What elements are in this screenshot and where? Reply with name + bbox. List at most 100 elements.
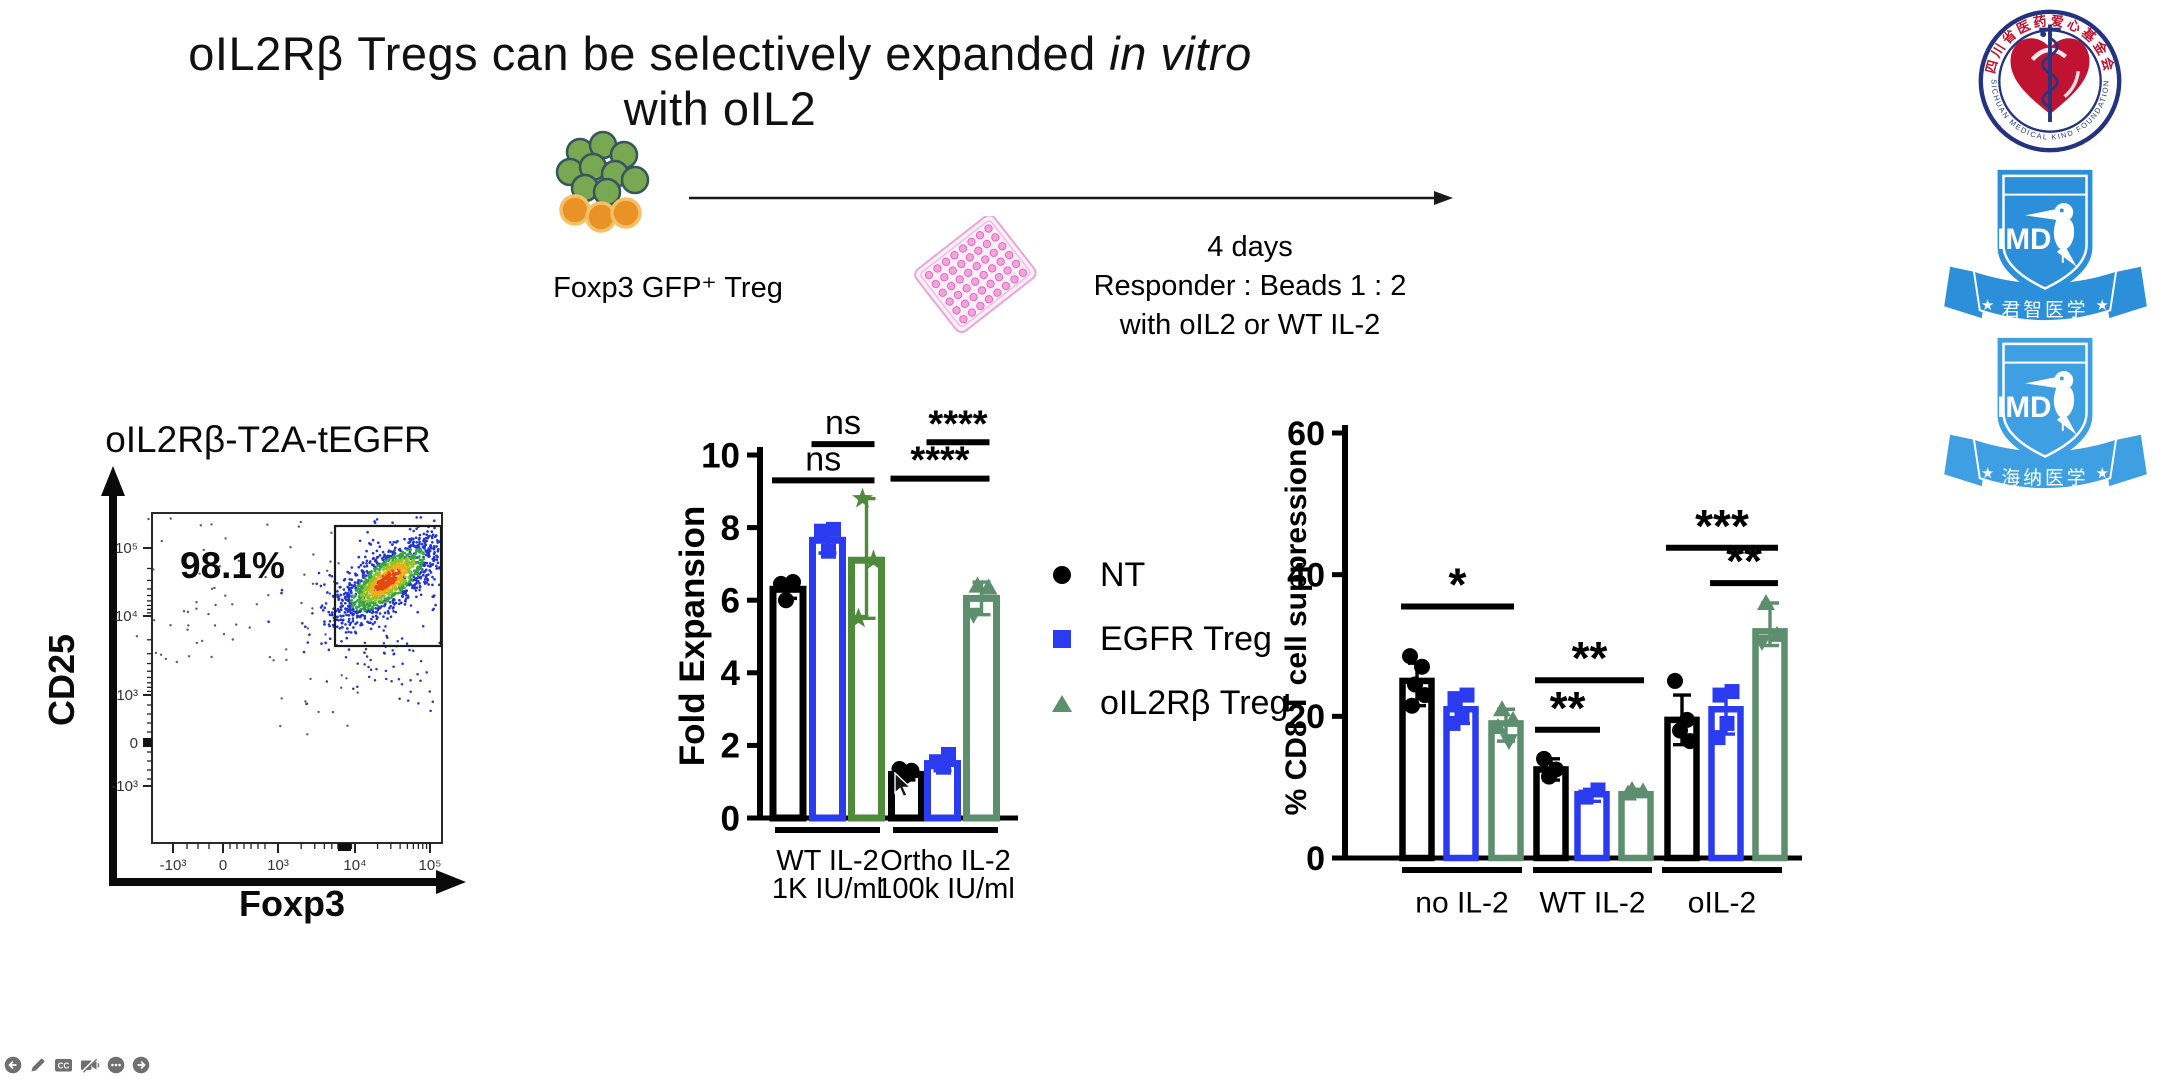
svg-text:*: *	[1449, 559, 1467, 611]
square-marker-icon	[1052, 630, 1072, 648]
bar	[1618, 791, 1654, 862]
foundation-staff-snake-icon	[2039, 24, 2061, 122]
svg-text:**: **	[1550, 682, 1586, 734]
banner-text: 海纳医学	[2002, 467, 2089, 488]
protocol-condition: with oIL2 or WT IL-2	[1119, 309, 1381, 341]
circle-marker-icon	[1052, 566, 1072, 584]
flow-scatter-points	[135, 516, 442, 736]
category-sublabel: 100k IU/ml	[876, 873, 1015, 905]
banner-star-icon: ★	[1981, 466, 1994, 482]
title-italic-segment: in vitro	[1109, 27, 1252, 80]
protocol-text: 4 days Responder : Beads 1 : 2 with oIL2…	[1040, 228, 1460, 345]
cd8-suppression-chart: 0 20 40 60% CD8 T cell suppression no IL-2 WT…	[1280, 415, 1802, 920]
imd-abbreviation: IMD	[1997, 223, 2051, 256]
category-label: no IL-2	[1415, 887, 1508, 920]
flow-y-label: CD25	[41, 634, 82, 726]
closed-captions-button[interactable]: CC	[54, 1056, 73, 1074]
bar	[1488, 720, 1524, 862]
series-oil2r-treg	[1488, 594, 1788, 862]
flow-x-tick-label: 0	[219, 857, 227, 874]
svg-text:**: **	[1572, 632, 1608, 684]
fold-expansion-chart: 0 2 4 6 8 10 Fold Expansion WT IL-21K IU/mlOrth…	[673, 403, 1018, 905]
imd-abbreviation: IMD	[1997, 391, 2051, 424]
protocol-ratio: Responder : Beads 1 : 2	[1093, 270, 1407, 302]
category-label: oIL-2	[1688, 887, 1756, 920]
flow-x-tick-label: -10³	[160, 857, 187, 874]
category-label: WT IL-2	[776, 845, 879, 877]
shield-body	[1997, 337, 2093, 465]
y-tick-label: 10	[701, 436, 740, 475]
back-button[interactable]	[4, 1056, 22, 1074]
imd-logo-top: IMD ★ ★ 君智医学	[1944, 169, 2147, 323]
flow-y-tick-label: 10⁴	[115, 608, 138, 625]
significance-annotation: ****	[890, 440, 990, 482]
series-nt	[1399, 648, 1700, 862]
y-tick-label: 40	[1287, 557, 1325, 595]
banner-star-icon: ★	[2096, 298, 2109, 314]
y-axis-label: % CD8 T cell suppression	[1280, 449, 1313, 816]
significance-annotation: *	[1401, 559, 1514, 611]
significance-annotation: **	[1535, 632, 1644, 684]
chart-axes: 0 20 40 60	[1287, 415, 1802, 878]
flow-x-tick-label: 10⁵	[419, 857, 442, 874]
y-tick-label: 0	[721, 799, 740, 838]
significance-annotation: **	[1710, 535, 1778, 587]
player-controls: CC	[4, 1056, 150, 1074]
kingfisher-bird-icon	[2025, 371, 2077, 435]
flow-x-axis-arrowhead	[436, 870, 466, 894]
series-oil2r-treg	[848, 487, 1000, 822]
treg-cells-illustration	[555, 130, 650, 233]
significance-annotation: ****	[926, 403, 990, 446]
kingfisher-bird-icon	[2025, 203, 2077, 267]
series-egfr-treg	[809, 521, 961, 822]
bar	[963, 594, 1000, 822]
significance-annotation: ns	[811, 404, 875, 448]
banner-star-icon: ★	[2096, 466, 2109, 482]
title-segment: oIL2Rβ Tregs can be selectively expanded	[188, 27, 1110, 80]
next-button[interactable]	[132, 1056, 150, 1074]
flow-y-axis-arrowhead	[101, 466, 125, 496]
y-tick-label: 8	[721, 509, 740, 548]
svg-text:***: ***	[1695, 500, 1749, 552]
chart-legend: NT EGFR Treg oIL2Rβ Treg	[1052, 550, 1288, 728]
y-axis-label: Fold Expansion	[673, 506, 712, 767]
shield-body	[1997, 169, 2093, 297]
significance-annotation: **	[1535, 682, 1600, 734]
camera-off-button[interactable]	[80, 1056, 100, 1074]
series-egfr-treg	[1443, 684, 1744, 862]
bar	[809, 536, 846, 822]
banner-star-icon: ★	[1981, 298, 1994, 314]
category-label: Ortho IL-2	[880, 845, 1011, 877]
bar	[1752, 628, 1788, 862]
flow-y-tick-label: -10³	[111, 778, 138, 795]
bar	[1443, 706, 1479, 862]
flow-y-tick-label: 0	[130, 735, 138, 752]
y-tick-label: 2	[721, 727, 740, 766]
flow-gate-rectangle	[333, 524, 443, 648]
flow-plot-title: oIL2Rβ-T2A-tEGFR	[105, 419, 431, 460]
edit-pencil-button[interactable]	[29, 1056, 47, 1074]
legend-item-oil2r-treg: oIL2Rβ Treg	[1052, 678, 1288, 728]
flow-axis-ticks: -10³ 0 10³ 10⁴ 10⁵ 10⁵ 10⁴ 10³ 0 -10³	[111, 540, 441, 874]
triangle-marker-icon	[1052, 694, 1072, 712]
svg-text:****: ****	[928, 403, 987, 445]
flow-y-tick-label: 10³	[116, 687, 138, 704]
title-segment: with oIL2	[623, 82, 817, 135]
more-options-button[interactable]	[107, 1056, 125, 1074]
mouse-cursor	[894, 772, 913, 798]
imd-logo-bottom: IMD ★ ★ 海纳医学	[1944, 337, 2147, 491]
culture-plate-illustration	[914, 216, 1037, 334]
y-tick-label: 4	[721, 654, 741, 693]
legend-item-nt: NT	[1052, 550, 1288, 600]
cells-label: Foxp3 GFP⁺ Treg	[553, 272, 783, 304]
timeline-arrow	[689, 191, 1453, 205]
flow-cytometry-plot: oIL2Rβ-T2A-tEGFR CD25 Foxp3 98.1% -10³ 0 1…	[41, 419, 466, 924]
foundation-logo: 四川省医药爱心基金会 SICHUAN MEDICAL KIND FOUNDATI…	[1978, 9, 2122, 153]
legend-label: oIL2Rβ Treg	[1100, 683, 1289, 722]
legend-label: EGFR Treg	[1100, 619, 1272, 658]
y-tick-label: 60	[1287, 415, 1325, 453]
protocol-duration: 4 days	[1207, 231, 1293, 263]
svg-text:ns: ns	[825, 404, 861, 442]
flow-y-tick-label: 10⁵	[115, 540, 138, 557]
